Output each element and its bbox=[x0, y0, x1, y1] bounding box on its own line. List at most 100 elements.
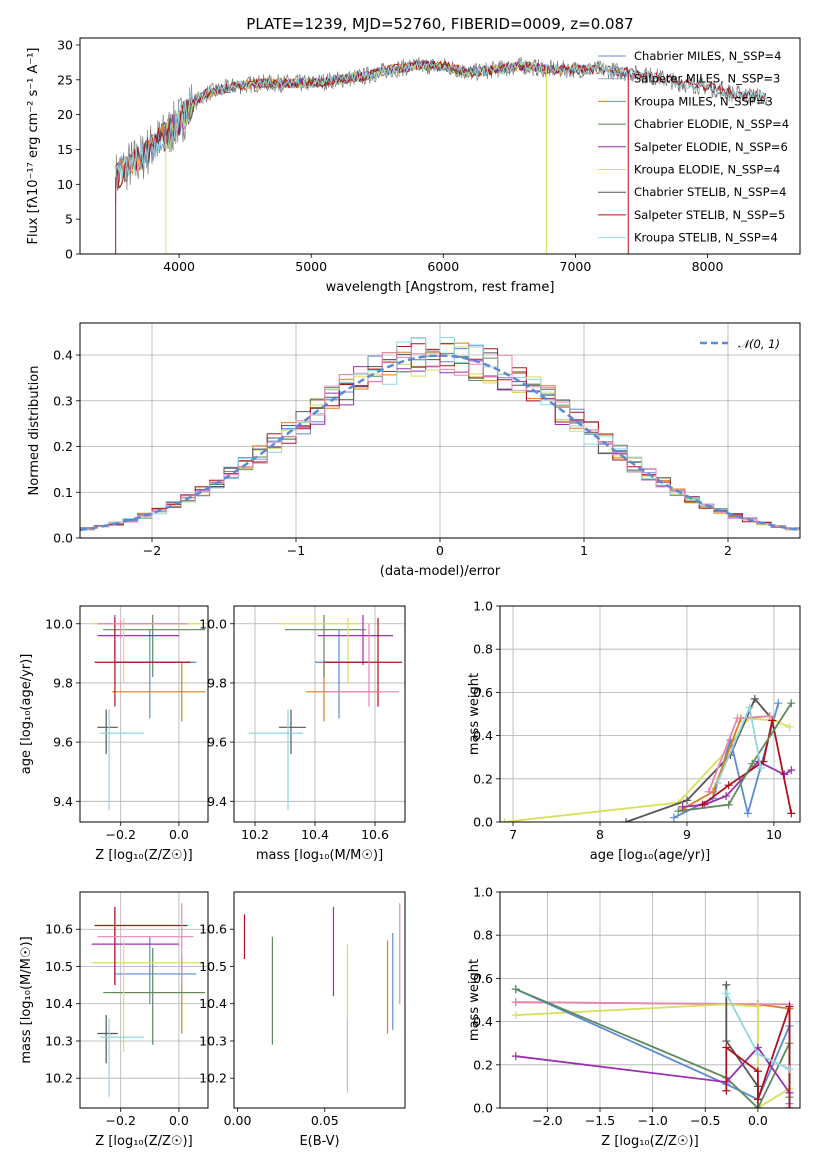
mass_vs_Z-panel: −0.2 0.0 10.2 10.3 10.4 10.5 10.6 Z [log₁₀(Z/Z☉… bbox=[19, 891, 209, 1149]
legend-entry: Salpeter MILES, N_SSP=3 bbox=[634, 72, 780, 86]
y-tick-label: 0.4 bbox=[473, 1014, 493, 1029]
y-tick-label: 9.8 bbox=[207, 675, 227, 690]
x-tick-label: −1.5 bbox=[585, 1113, 615, 1128]
mass-weight-marker bbox=[753, 1067, 762, 1076]
mass-weight-marker bbox=[724, 781, 733, 790]
mass_vs_ebv-panel: 0.00 0.05 10.2 10.3 10.4 10.5 10.6 E(B-V) bbox=[199, 891, 406, 1149]
mass-weight-marker bbox=[787, 809, 796, 818]
plot-area bbox=[500, 694, 796, 822]
mass-weight-marker bbox=[753, 1002, 762, 1011]
model-spectrum-kroupa-miles bbox=[117, 60, 628, 181]
axes-frame bbox=[79, 37, 801, 255]
y-tick-label: 10.4 bbox=[45, 996, 73, 1011]
x-tick-label: −1.0 bbox=[637, 1113, 667, 1128]
y-tick-label: 9.4 bbox=[53, 794, 73, 809]
y-tick-label: 0.6 bbox=[473, 971, 493, 986]
x-tick-label: 10.2 bbox=[241, 827, 269, 842]
y-tick-label: 1.0 bbox=[473, 599, 493, 614]
age_vs_Z-panel: −0.2 0.0 9.4 9.6 9.8 10.0 Z [log₁₀(Z/Z☉)] age [… bbox=[19, 605, 209, 863]
y-tick-label: 9.6 bbox=[53, 735, 73, 750]
mass-weight-marker bbox=[704, 787, 713, 796]
y-tick-label: 5 bbox=[65, 212, 73, 227]
x-axis-label: Z [log₁₀(Z/Z☉)] bbox=[601, 1134, 698, 1149]
model-spectrum-kroupa-elodie bbox=[165, 59, 547, 149]
mass-weight-line-chabrier-elodie bbox=[678, 702, 793, 813]
y-axis-label: mass weight bbox=[467, 673, 482, 755]
y-tick-label: 10.6 bbox=[199, 922, 227, 937]
y-tick-label: 0.8 bbox=[473, 642, 493, 657]
axes-frame bbox=[79, 322, 801, 539]
y-tick-label: 0 bbox=[65, 247, 73, 262]
mass-weight-marker bbox=[511, 985, 520, 994]
y-tick-label: 10.4 bbox=[199, 996, 227, 1011]
mass-weight-marker bbox=[785, 722, 794, 731]
x-tick-label: 0.0 bbox=[748, 1113, 768, 1128]
x-tick-label: −2.0 bbox=[532, 1113, 562, 1128]
x-tick-label: 0.0 bbox=[169, 827, 189, 842]
plot-area bbox=[80, 337, 800, 532]
y-axis-label: Flux [fλ10⁻¹⁷ erg cm⁻² s⁻¹ A⁻¹] bbox=[26, 48, 41, 245]
mass-weight-marker bbox=[765, 712, 774, 721]
mass-weight-marker bbox=[785, 1065, 794, 1074]
y-tick-label: 10.5 bbox=[45, 959, 73, 974]
legend-entry: Salpeter ELODIE, N_SSP=6 bbox=[634, 140, 788, 154]
mass-weight-line-salpeter-stelib bbox=[725, 1006, 791, 1108]
axes-frame bbox=[79, 605, 209, 823]
normal-curve bbox=[80, 354, 800, 532]
model-spectrum-kroupa-stelib bbox=[115, 60, 766, 181]
plots-layer: 4000 5000 6000 7000 8000051015202530waveleng… bbox=[19, 37, 801, 1149]
plot-area bbox=[249, 614, 402, 811]
mass-weight-marker bbox=[787, 766, 796, 775]
model-spectrum-salpeter-miles bbox=[117, 60, 628, 180]
mass_weight_vs_age-panel: 7 8 9 10 0.0 0.2 0.4 0.6 0.8 1.0 age [log₁₀(age/yr… bbox=[467, 599, 801, 863]
plot-area bbox=[511, 980, 794, 1108]
x-tick-label: 7 bbox=[509, 827, 517, 842]
x-tick-label: −0.5 bbox=[690, 1113, 720, 1128]
y-tick-label: 0.0 bbox=[53, 531, 73, 546]
y-tick-label: 10.0 bbox=[199, 616, 227, 631]
mass-weight-marker bbox=[722, 989, 731, 998]
axes-frame bbox=[79, 891, 209, 1109]
mass-weight-marker bbox=[759, 757, 768, 766]
legend-entry: Kroupa MILES, N_SSP=3 bbox=[634, 94, 773, 108]
x-tick-label: 6000 bbox=[427, 259, 459, 274]
mass-weight-marker bbox=[674, 807, 683, 816]
mass-weight-marker bbox=[733, 714, 742, 723]
x-tick-label: 4000 bbox=[163, 259, 195, 274]
figure-title: PLATE=1239, MJD=52760, FIBERID=0009, z=0… bbox=[246, 15, 633, 33]
y-tick-label: 0.0 bbox=[473, 815, 493, 830]
y-tick-label: 20 bbox=[57, 107, 73, 122]
mass-weight-marker bbox=[722, 792, 731, 801]
mass-weight-marker bbox=[756, 764, 765, 772]
y-axis-label: mass weight bbox=[467, 959, 482, 1041]
legend-entry: Salpeter STELIB, N_SSP=5 bbox=[634, 208, 785, 222]
y-tick-label: 30 bbox=[57, 37, 73, 52]
mass-weight-marker bbox=[682, 796, 691, 805]
x-tick-label: 9 bbox=[683, 827, 691, 842]
x-tick-label: 2 bbox=[724, 543, 732, 558]
x-axis-label: (data-model)/error bbox=[380, 564, 501, 579]
y-tick-label: 1.0 bbox=[473, 885, 493, 900]
mass-weight-marker bbox=[750, 694, 759, 703]
mass-weight-marker bbox=[722, 1043, 731, 1052]
y-tick-label: 9.4 bbox=[207, 794, 227, 809]
x-axis-label: age [log₁₀(age/yr)] bbox=[590, 848, 711, 863]
y-tick-label: 10.3 bbox=[199, 1033, 227, 1048]
y-tick-label: 10 bbox=[57, 177, 73, 192]
y-tick-label: 10.5 bbox=[199, 959, 227, 974]
x-tick-label: 10.6 bbox=[361, 827, 389, 842]
y-tick-label: 0.4 bbox=[473, 728, 493, 743]
mass-weight-marker bbox=[745, 703, 754, 712]
x-tick-label: −1 bbox=[287, 543, 305, 558]
plot-area bbox=[243, 903, 401, 1094]
mass-weight-marker bbox=[753, 1050, 762, 1058]
x-tick-label: 1 bbox=[580, 543, 588, 558]
y-tick-label: 15 bbox=[57, 142, 73, 157]
y-tick-label: 0.6 bbox=[473, 685, 493, 700]
mass-weight-line-salpeter-elodie bbox=[515, 1046, 791, 1094]
legend-entry: Kroupa STELIB, N_SSP=4 bbox=[634, 231, 778, 245]
plot-area bbox=[91, 614, 206, 811]
y-axis-label: Normed distribution bbox=[27, 366, 42, 496]
x-tick-label: −2 bbox=[143, 543, 161, 558]
mass-weight-marker bbox=[743, 809, 752, 818]
